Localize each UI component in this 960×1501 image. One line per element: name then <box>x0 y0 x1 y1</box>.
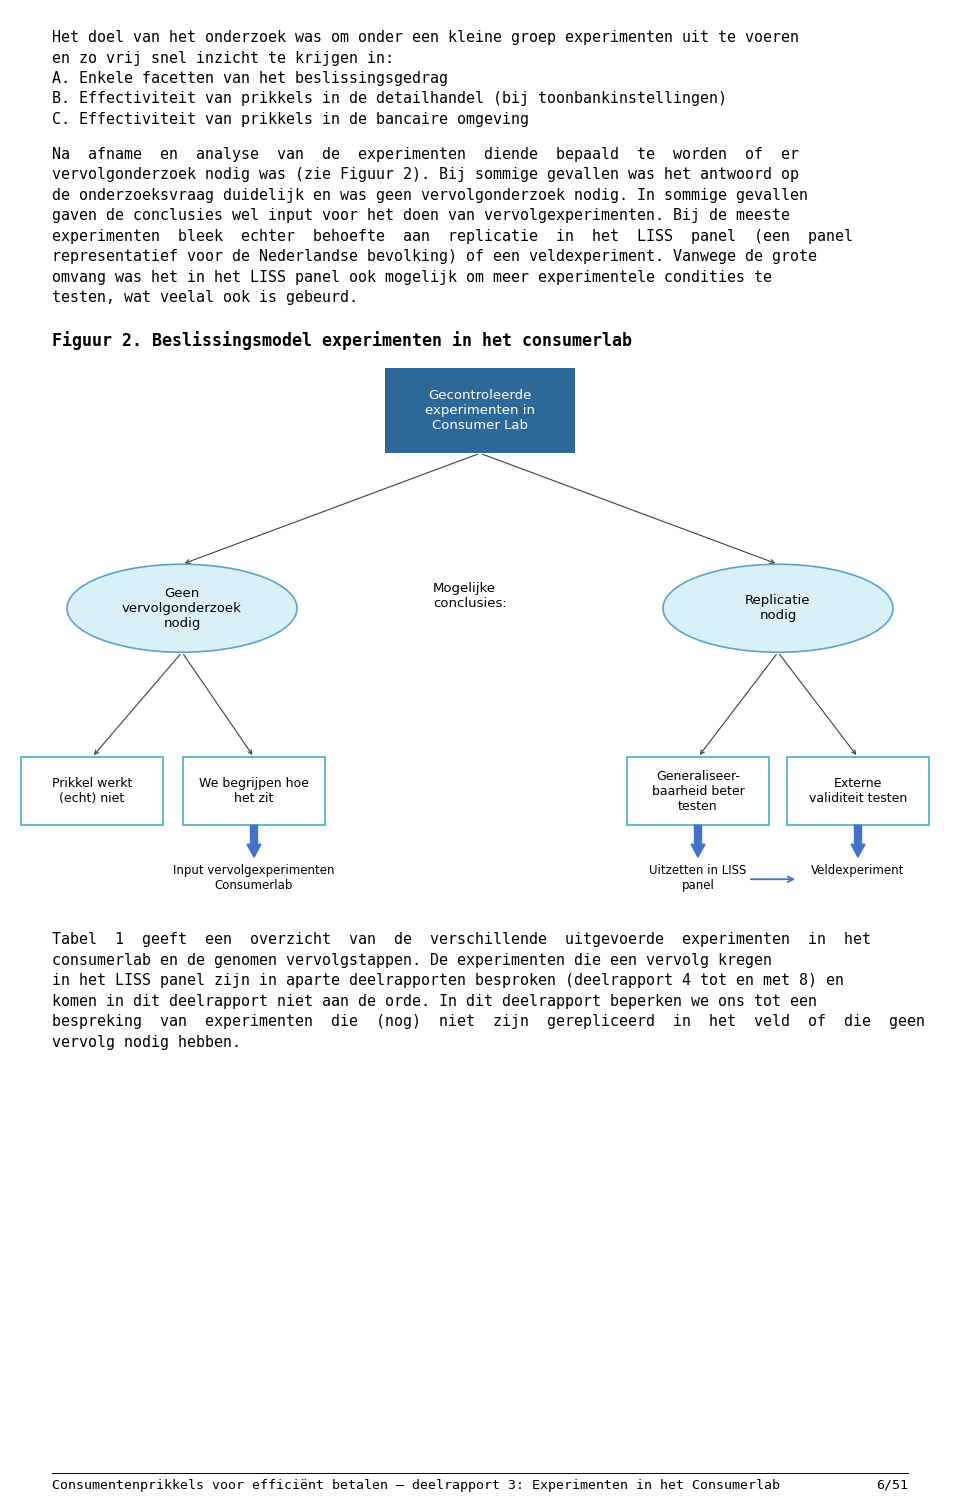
Text: Het doel van het onderzoek was om onder een kleine groep experimenten uit te voe: Het doel van het onderzoek was om onder … <box>52 30 799 45</box>
Text: gaven de conclusies wel input voor het doen van vervolgexperimenten. Bij de mees: gaven de conclusies wel input voor het d… <box>52 209 790 224</box>
Text: en zo vrij snel inzicht te krijgen in:: en zo vrij snel inzicht te krijgen in: <box>52 51 394 66</box>
Text: de onderzoeksvraag duidelijk en was geen vervolgonderzoek nodig. In sommige geva: de onderzoeksvraag duidelijk en was geen… <box>52 188 808 203</box>
Text: Consumentenprikkels voor efficiënt betalen – deelrapport 3: Experimenten in het : Consumentenprikkels voor efficiënt betal… <box>52 1478 780 1492</box>
Text: komen in dit deelrapport niet aan de orde. In dit deelrapport beperken we ons to: komen in dit deelrapport niet aan de ord… <box>52 994 817 1009</box>
Polygon shape <box>247 826 261 857</box>
Text: Uitzetten in LISS
panel: Uitzetten in LISS panel <box>649 865 747 892</box>
Text: Gecontroleerde
experimenten in
Consumer Lab: Gecontroleerde experimenten in Consumer … <box>425 389 535 432</box>
Text: Geen
vervolgonderzoek
nodig: Geen vervolgonderzoek nodig <box>122 587 242 630</box>
Text: Replicatie
nodig: Replicatie nodig <box>745 594 811 623</box>
Text: Prikkel werkt
(echt) niet: Prikkel werkt (echt) niet <box>52 778 132 805</box>
Text: Veldexperiment: Veldexperiment <box>811 865 904 877</box>
FancyBboxPatch shape <box>385 368 575 453</box>
Text: bespreking  van  experimenten  die  (nog)  niet  zijn  gerepliceerd  in  het  ve: bespreking van experimenten die (nog) ni… <box>52 1015 925 1030</box>
FancyBboxPatch shape <box>183 757 325 826</box>
Text: C. Effectiviteit van prikkels in de bancaire omgeving: C. Effectiviteit van prikkels in de banc… <box>52 113 529 128</box>
Polygon shape <box>691 826 705 857</box>
Text: Externe
validiteit testen: Externe validiteit testen <box>809 778 907 805</box>
Text: vervolgonderzoek nodig was (zie Figuur 2). Bij sommige gevallen was het antwoord: vervolgonderzoek nodig was (zie Figuur 2… <box>52 167 799 182</box>
Text: Tabel  1  geeft  een  overzicht  van  de  verschillende  uitgevoerde  experiment: Tabel 1 geeft een overzicht van de versc… <box>52 932 871 947</box>
Text: Mogelijke
conclusies:: Mogelijke conclusies: <box>433 582 507 611</box>
Polygon shape <box>851 826 865 857</box>
Text: Figuur 2. Beslissingsmodel experimenten in het consumerlab: Figuur 2. Beslissingsmodel experimenten … <box>52 332 632 350</box>
Text: omvang was het in het LISS panel ook mogelijk om meer experimentele condities te: omvang was het in het LISS panel ook mog… <box>52 270 772 285</box>
Text: A. Enkele facetten van het beslissingsgedrag: A. Enkele facetten van het beslissingsge… <box>52 71 448 86</box>
Text: Na  afname  en  analyse  van  de  experimenten  diende  bepaald  te  worden  of : Na afname en analyse van de experimenten… <box>52 147 799 162</box>
FancyBboxPatch shape <box>787 757 929 826</box>
Text: Input vervolgexperimenten
Consumerlab: Input vervolgexperimenten Consumerlab <box>173 865 335 892</box>
Text: in het LISS panel zijn in aparte deelrapporten besproken (deelrapport 4 tot en m: in het LISS panel zijn in aparte deelrap… <box>52 973 844 988</box>
Text: testen, wat veelal ook is gebeurd.: testen, wat veelal ook is gebeurd. <box>52 290 358 305</box>
Text: representatief voor de Nederlandse bevolking) of een veldexperiment. Vanwege de : representatief voor de Nederlandse bevol… <box>52 249 817 264</box>
Text: We begrijpen hoe
het zit: We begrijpen hoe het zit <box>199 778 309 805</box>
Text: vervolg nodig hebben.: vervolg nodig hebben. <box>52 1034 241 1049</box>
Ellipse shape <box>67 564 297 653</box>
Text: 6/51: 6/51 <box>876 1478 908 1492</box>
Ellipse shape <box>663 564 893 653</box>
Text: consumerlab en de genomen vervolgstappen. De experimenten die een vervolg kregen: consumerlab en de genomen vervolgstappen… <box>52 953 772 968</box>
Text: experimenten  bleek  echter  behoefte  aan  replicatie  in  het  LISS  panel  (e: experimenten bleek echter behoefte aan r… <box>52 228 853 243</box>
FancyBboxPatch shape <box>627 757 769 826</box>
Text: Generaliseer-
baarheid beter
testen: Generaliseer- baarheid beter testen <box>652 770 744 812</box>
Text: B. Effectiviteit van prikkels in de detailhandel (bij toonbankinstellingen): B. Effectiviteit van prikkels in de deta… <box>52 92 727 107</box>
FancyBboxPatch shape <box>21 757 163 826</box>
